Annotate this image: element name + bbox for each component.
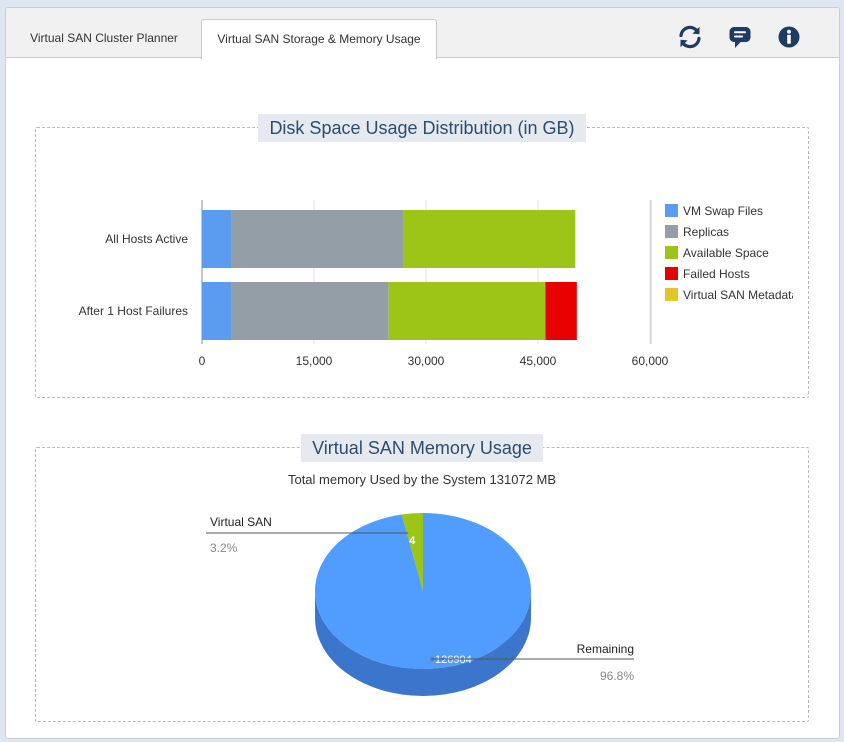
pie-label-percent: 3.2% <box>210 541 238 555</box>
x-tick-label: 15,000 <box>296 354 333 368</box>
legend-swatch <box>665 204 678 217</box>
main-window: Virtual SAN Cluster Planner Virtual SAN … <box>5 7 840 739</box>
pie-value-label: 4 <box>409 535 416 547</box>
memory-usage-subtitle: Total memory Used by the System 131072 M… <box>287 472 557 487</box>
legend-swatch <box>665 225 678 238</box>
bar-available-space <box>388 282 546 340</box>
chart-legend: VM Swap Files Replicas Available Space Fail… <box>665 204 798 302</box>
pie-slice-remaining <box>315 513 531 669</box>
pie-label-name: Remaining <box>577 642 634 656</box>
bar-replicas <box>231 282 389 340</box>
legend-label: Replicas <box>683 225 729 239</box>
tab-bar: Virtual SAN Cluster Planner Virtual SAN … <box>6 8 839 59</box>
legend-swatch <box>665 267 678 280</box>
disk-usage-bar-chart: 0 15,000 30,000 45,000 60,000 All Hosts Activ… <box>79 200 798 368</box>
bar-vm-swap-files <box>202 210 232 268</box>
pie-value-label: 126904 <box>435 654 472 666</box>
legend-label: Failed Hosts <box>683 267 750 281</box>
x-tick-label: 0 <box>199 354 206 368</box>
memory-usage-pie-chart: 4 Virtual SAN 3.2% 126904 Remaining 96.8% <box>206 513 634 696</box>
memory-usage-panel: Virtual SAN Memory Usage Total memory Us… <box>35 434 809 722</box>
pie-side-remaining <box>315 591 531 696</box>
legend-swatch <box>665 246 678 259</box>
legend-label: Available Space <box>683 246 769 260</box>
tab-cluster-planner[interactable]: Virtual SAN Cluster Planner <box>30 31 178 45</box>
memory-usage-title: Virtual SAN Memory Usage <box>301 434 543 462</box>
legend-label: Virtual SAN Metadata <box>683 288 798 302</box>
category-label: All Hosts Active <box>105 232 188 246</box>
bar-replicas <box>231 210 404 268</box>
refresh-icon[interactable] <box>677 24 703 50</box>
pie-label-percent: 96.8% <box>600 669 634 683</box>
info-icon[interactable] <box>776 24 802 50</box>
legend-swatch <box>665 288 678 301</box>
bar-failed-hosts <box>545 282 577 340</box>
pie-label-name: Virtual SAN <box>210 515 272 529</box>
x-tick-label: 30,000 <box>408 354 445 368</box>
x-tick-label: 60,000 <box>632 354 669 368</box>
disk-usage-title: Disk Space Usage Distribution (in GB) <box>258 114 586 142</box>
feedback-icon[interactable] <box>727 24 753 50</box>
category-label: After 1 Host Failures <box>79 304 188 318</box>
bar-available-space <box>403 210 576 268</box>
tab-storage-memory-usage[interactable]: Virtual SAN Storage & Memory Usage <box>201 19 437 59</box>
bar-vm-swap-files <box>202 282 232 340</box>
x-tick-label: 45,000 <box>520 354 557 368</box>
disk-usage-panel: Disk Space Usage Distribution (in GB) 0 1… <box>35 114 809 398</box>
legend-label: VM Swap Files <box>683 204 763 218</box>
